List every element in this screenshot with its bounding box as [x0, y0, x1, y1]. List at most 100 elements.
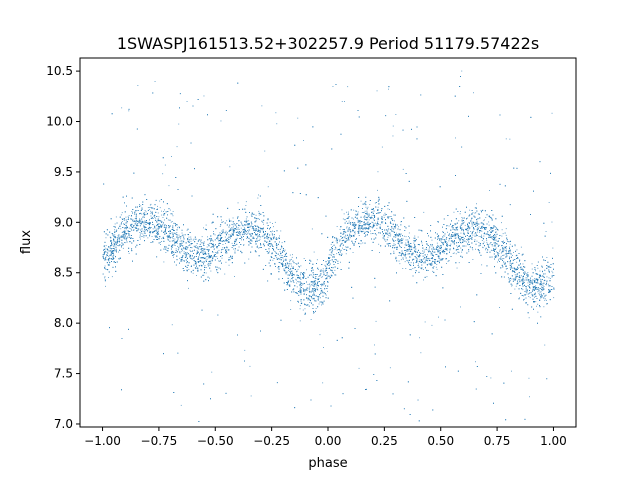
- data-point: [194, 245, 196, 247]
- data-point: [325, 285, 327, 286]
- data-point: [454, 224, 456, 226]
- data-point: [481, 225, 483, 227]
- data-point: [115, 242, 116, 244]
- data-point: [159, 207, 161, 209]
- data-point: [526, 279, 528, 281]
- data-point: [541, 285, 543, 287]
- data-point: [479, 231, 480, 233]
- data-point: [503, 263, 505, 265]
- data-point: [364, 210, 366, 212]
- data-point: [513, 252, 514, 253]
- data-point: [490, 227, 491, 228]
- data-point: [218, 260, 220, 262]
- data-point: [213, 244, 215, 246]
- data-point: [398, 243, 400, 245]
- data-point: [104, 265, 106, 267]
- data-point: [505, 254, 507, 256]
- data-point: [204, 261, 206, 263]
- data-point: [332, 254, 334, 255]
- data-point: [552, 247, 554, 249]
- data-point: [523, 295, 524, 297]
- data-point: [448, 225, 450, 227]
- data-point: [323, 347, 324, 348]
- data-point: [243, 245, 245, 246]
- data-point: [334, 249, 336, 250]
- data-point: [442, 250, 444, 252]
- data-point: [319, 274, 321, 276]
- data-point: [541, 289, 543, 291]
- data-point: [372, 217, 373, 219]
- data-point: [390, 234, 392, 236]
- data-point: [300, 279, 302, 280]
- data-point: [366, 210, 368, 212]
- data-point: [226, 220, 228, 222]
- data-point: [365, 206, 367, 208]
- data-point: [405, 242, 407, 244]
- data-point: [490, 242, 492, 243]
- data-point: [318, 303, 320, 305]
- data-point: [128, 227, 130, 229]
- data-point: [450, 234, 452, 236]
- data-point: [195, 263, 197, 265]
- data-point: [336, 242, 338, 244]
- data-point: [393, 244, 395, 246]
- data-point: [225, 230, 227, 232]
- data-point: [467, 244, 469, 246]
- data-point: [377, 171, 379, 173]
- data-point: [279, 266, 281, 268]
- data-point: [139, 232, 141, 233]
- data-point: [247, 232, 249, 234]
- data-point: [289, 279, 291, 281]
- data-point: [442, 243, 443, 245]
- data-point: [344, 231, 346, 233]
- data-point: [254, 229, 256, 231]
- data-point: [203, 95, 205, 97]
- data-point: [478, 249, 479, 251]
- data-point: [112, 245, 114, 247]
- data-point: [485, 217, 487, 218]
- data-point: [156, 233, 158, 235]
- data-point: [369, 204, 371, 205]
- data-point: [547, 266, 549, 267]
- data-point: [231, 223, 233, 225]
- data-point: [231, 227, 233, 229]
- data-point: [432, 270, 434, 272]
- data-point: [227, 240, 229, 242]
- data-point: [450, 237, 452, 239]
- data-point: [193, 238, 195, 240]
- data-point: [531, 268, 533, 270]
- data-point: [353, 218, 354, 220]
- data-point: [522, 269, 524, 270]
- data-point: [200, 257, 202, 259]
- data-point: [537, 288, 539, 290]
- data-point: [231, 229, 233, 231]
- data-point: [324, 285, 326, 287]
- data-point: [262, 228, 264, 230]
- data-point: [322, 284, 324, 286]
- data-point: [155, 230, 157, 232]
- data-point: [160, 244, 161, 245]
- data-point: [180, 238, 182, 240]
- data-point: [241, 234, 243, 236]
- data-point: [481, 234, 482, 236]
- data-point: [300, 284, 302, 286]
- data-point: [172, 236, 173, 238]
- data-point: [233, 248, 235, 250]
- data-point: [388, 88, 389, 90]
- data-point: [369, 226, 371, 228]
- data-point: [378, 243, 380, 245]
- data-point: [368, 214, 370, 216]
- data-point: [409, 250, 411, 252]
- data-point: [531, 295, 533, 297]
- data-point: [374, 344, 375, 346]
- data-point: [222, 247, 224, 249]
- data-point: [206, 256, 208, 258]
- data-point: [122, 242, 123, 244]
- data-point: [528, 317, 530, 319]
- data-point: [366, 211, 368, 213]
- data-point: [124, 227, 126, 229]
- data-point: [310, 319, 312, 320]
- data-point: [227, 237, 228, 239]
- data-point: [118, 258, 119, 260]
- data-point: [121, 107, 123, 109]
